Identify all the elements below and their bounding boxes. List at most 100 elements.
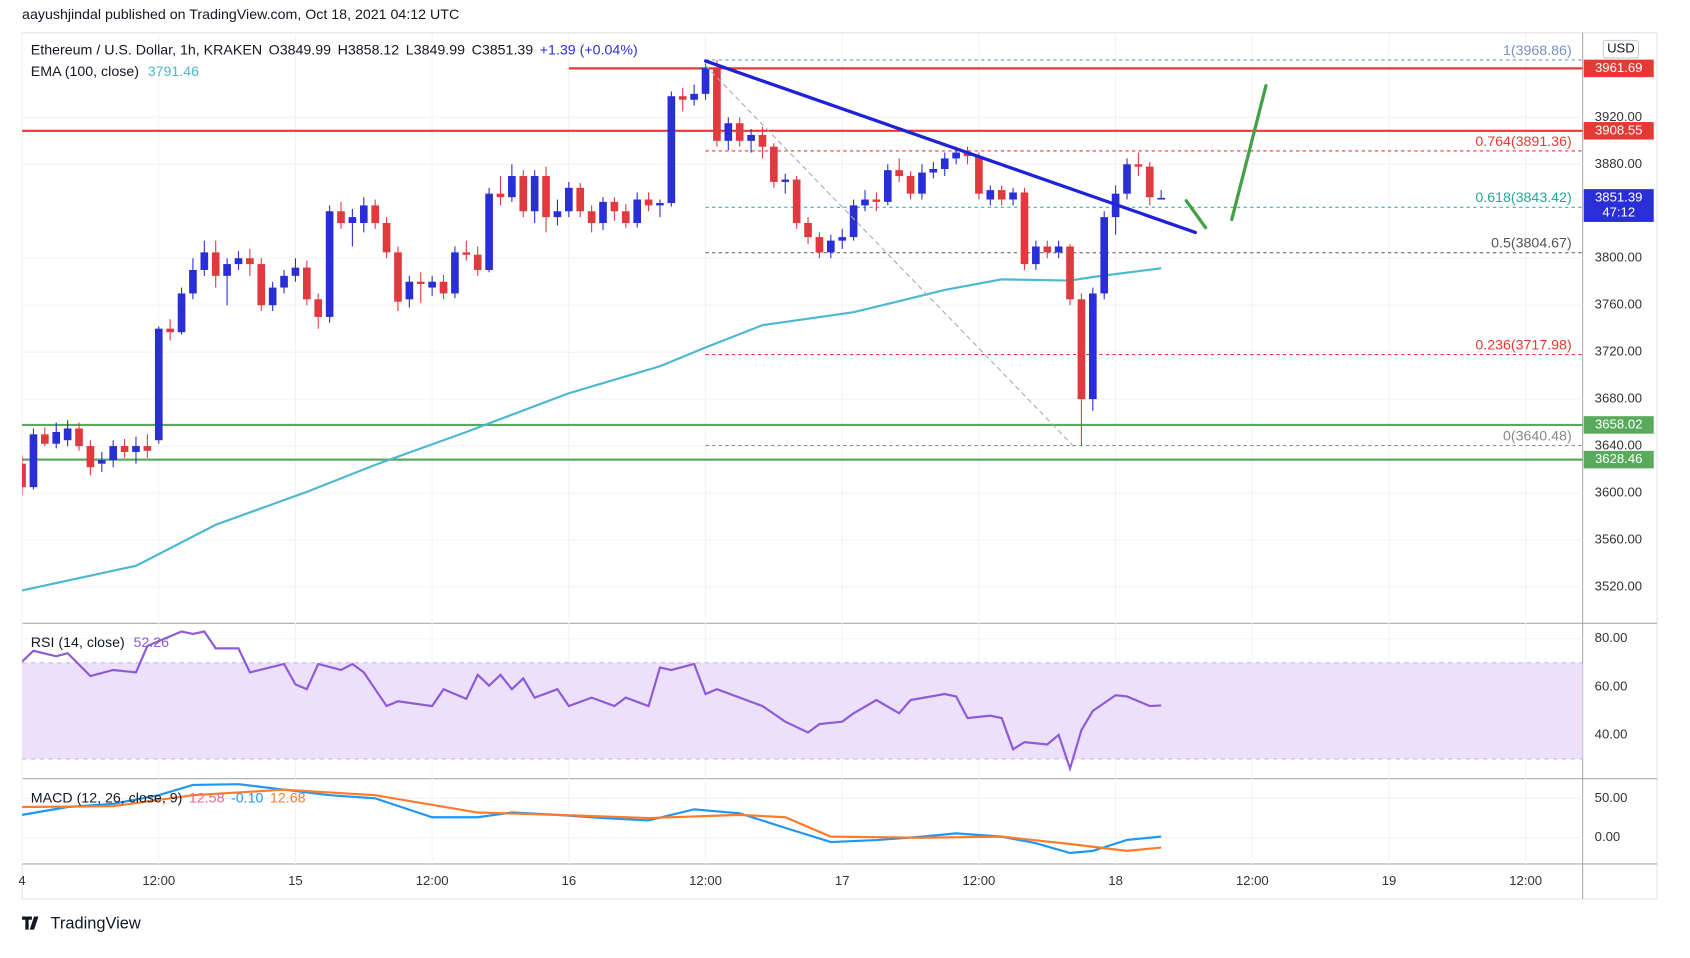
fib-label: 0.236(3717.98) xyxy=(1475,338,1571,354)
candle-body xyxy=(154,328,163,441)
candle-body xyxy=(1020,192,1029,265)
candle-body xyxy=(303,267,311,300)
level-price-box xyxy=(1583,59,1654,78)
candle-body xyxy=(268,287,277,306)
trend-line xyxy=(703,59,1197,235)
candle-body xyxy=(815,237,824,253)
candle-body xyxy=(451,252,459,294)
candle-body xyxy=(633,199,642,224)
candle-body xyxy=(22,463,26,488)
y-tick-label: 3760.00 xyxy=(1595,297,1642,312)
legend-line: EMA (100, close) 3791.46 xyxy=(31,64,199,80)
y-tick-label: 3720.00 xyxy=(1595,344,1642,359)
candle-body xyxy=(1145,166,1154,198)
y-tick-label: 3600.00 xyxy=(1595,485,1642,500)
candle-body xyxy=(394,252,402,302)
candle-body xyxy=(781,179,790,182)
footer-brand: TradingView xyxy=(50,914,140,932)
x-tick-label: 18 xyxy=(1108,873,1123,888)
y-tick-label: 40.00 xyxy=(1595,726,1628,741)
candle-body xyxy=(1054,246,1063,253)
logo-mark xyxy=(22,916,39,930)
candle-body xyxy=(1066,246,1074,300)
candle-body xyxy=(416,281,425,285)
candle-body xyxy=(280,275,288,288)
candle-body xyxy=(1100,217,1109,294)
rsi-pane xyxy=(22,630,1583,773)
rsi-band xyxy=(22,662,1583,759)
trend-line xyxy=(1184,199,1208,230)
candle-body xyxy=(519,176,528,212)
candle-body xyxy=(166,328,174,333)
candle-body xyxy=(29,434,38,488)
x-tick-label: 12:00 xyxy=(963,873,996,888)
candle-body xyxy=(986,190,995,200)
chart-frame xyxy=(21,32,1658,900)
candle-body xyxy=(1043,246,1052,253)
candle-body xyxy=(576,187,585,212)
candle-body xyxy=(109,446,118,461)
legend-value: -0.10 xyxy=(231,790,263,806)
candle-body xyxy=(952,152,960,159)
last-price-box xyxy=(1583,189,1654,222)
bar-countdown: 47:12 xyxy=(1602,205,1635,220)
ohlc-value: O3849.99 xyxy=(269,42,331,58)
legend-value: 3791.46 xyxy=(148,64,199,80)
candle-body xyxy=(667,96,676,204)
candle-body xyxy=(621,211,630,224)
pane-title: RSI (14, close) xyxy=(31,635,125,651)
candle-body xyxy=(211,252,220,276)
candle-body xyxy=(337,211,345,224)
candle-body xyxy=(735,123,744,141)
line-series xyxy=(22,783,1162,855)
currency-label: USD xyxy=(1607,41,1635,56)
candle-body xyxy=(143,446,152,451)
line-series xyxy=(22,788,1162,852)
candle-body xyxy=(542,176,550,218)
y-tick-label: 3680.00 xyxy=(1595,391,1642,406)
candle-body xyxy=(52,431,61,444)
trend-line xyxy=(1230,84,1268,222)
last-price-label: 3851.39 xyxy=(1595,189,1642,204)
ohlc-value: C3851.39 xyxy=(472,42,534,58)
currency-box xyxy=(1602,39,1639,59)
candle-body xyxy=(462,252,471,255)
x-tick-label: 17 xyxy=(835,873,850,888)
candle-body xyxy=(929,168,938,173)
fib-label: 1(3968.86) xyxy=(1503,43,1572,59)
level-price-box xyxy=(1583,450,1654,469)
trend-line xyxy=(704,65,1075,447)
candle-body xyxy=(1134,164,1143,167)
candle-body xyxy=(1077,299,1086,400)
x-tick-label: 15 xyxy=(288,873,303,888)
ohlc-value: L3849.99 xyxy=(406,42,465,58)
candle-body xyxy=(97,460,106,464)
x-tick-label: 12:00 xyxy=(142,873,175,888)
candle-body xyxy=(405,281,414,300)
ohlc-value: H3858.12 xyxy=(338,42,400,58)
candle-body xyxy=(530,176,539,212)
candle-body xyxy=(325,211,334,317)
candle-body xyxy=(257,264,266,306)
candle-body xyxy=(713,68,721,141)
x-tick-label: 12:00 xyxy=(416,873,449,888)
candle-body xyxy=(826,240,835,253)
y-tick-label: 3560.00 xyxy=(1595,531,1642,546)
pane-title: MACD (12, 26, close, 9) xyxy=(31,790,183,806)
fib-label: 0(3640.48) xyxy=(1503,429,1572,445)
candle-body xyxy=(792,179,801,224)
candle-body xyxy=(371,205,380,224)
y-tick-label: 0.00 xyxy=(1595,829,1621,844)
legends: Ethereum / U.S. Dollar, 1h, KRAKEN O3849.… xyxy=(31,42,638,806)
level-price-box xyxy=(1583,122,1654,140)
candle-body xyxy=(382,223,391,253)
candle-body xyxy=(849,205,858,238)
candle-body xyxy=(804,223,812,238)
x-tick-label: 12:00 xyxy=(1509,873,1542,888)
x-tick-label: 16 xyxy=(562,873,577,888)
y-tick-label: 3880.00 xyxy=(1595,156,1642,171)
candle-body xyxy=(940,158,949,169)
grid xyxy=(21,32,1583,864)
candle-body xyxy=(724,123,733,141)
